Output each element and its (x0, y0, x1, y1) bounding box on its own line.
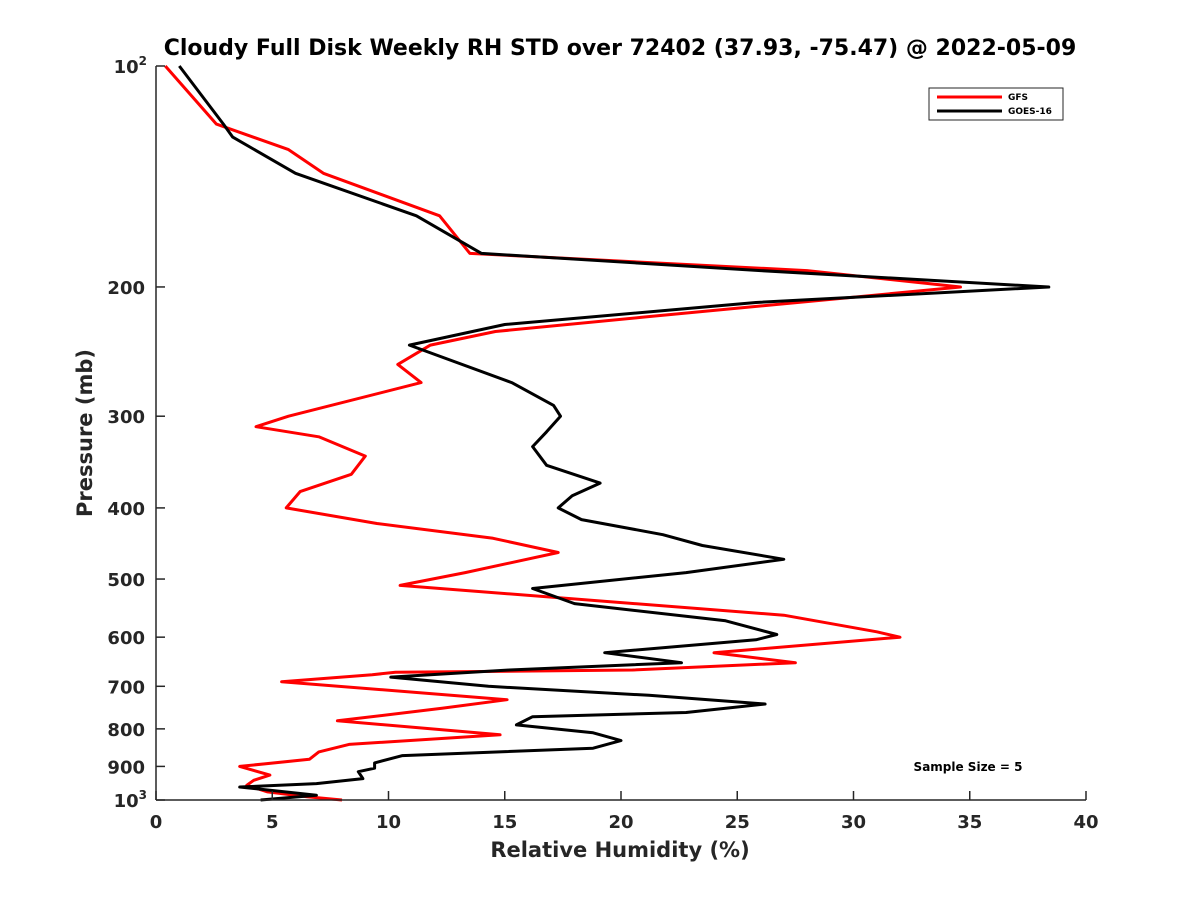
y-tick-label: 400 (107, 499, 145, 520)
x-tick-label: 25 (725, 812, 750, 833)
legend: GFS GOES-16 (928, 87, 1064, 121)
legend-label-goes16: GOES-16 (1008, 107, 1052, 117)
y-tick-label: 102 (114, 54, 147, 78)
x-tick-label: 20 (608, 812, 633, 833)
sample-size-annotation: Sample Size = 5 (914, 760, 1023, 774)
chart-title: Cloudy Full Disk Weekly RH STD over 7240… (164, 36, 1077, 61)
legend-label-gfs: GFS (1008, 93, 1028, 103)
y-tick-label: 700 (107, 677, 145, 698)
y-axis-label: Pressure (mb) (73, 349, 97, 517)
x-tick-label: 5 (266, 812, 279, 833)
series-line-gfs (164, 65, 962, 802)
y-tick-label: 600 (107, 628, 145, 649)
y-tick-label: 800 (107, 720, 145, 741)
y-tick-label: 103 (114, 788, 147, 812)
x-tick-label: 15 (492, 812, 517, 833)
x-tick-label: 10 (376, 812, 401, 833)
x-tick-label: 40 (1073, 812, 1098, 833)
plot-area: 0 5 10 15 20 25 30 35 40 102 200 300 400 500 600 700 800… (107, 54, 1098, 833)
x-tick-label: 0 (150, 812, 163, 833)
y-tick-label: 500 (107, 570, 145, 591)
series-line-goes16 (178, 65, 1051, 802)
y-tick-label: 900 (107, 757, 145, 778)
x-tick-label: 30 (841, 812, 866, 833)
y-tick-label: 300 (107, 407, 145, 428)
x-tick-label: 35 (957, 812, 982, 833)
x-axis-label: Relative Humidity (%) (490, 838, 749, 862)
legend-box (928, 87, 1064, 121)
y-tick-label: 200 (107, 278, 145, 299)
